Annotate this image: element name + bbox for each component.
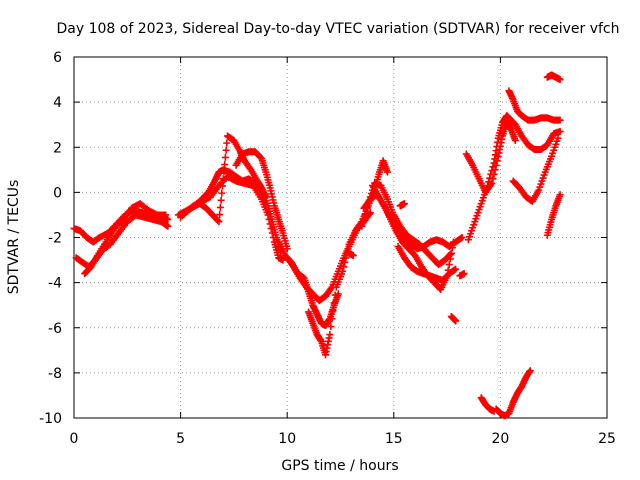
data-point-marker bbox=[328, 315, 336, 323]
data-point-marker bbox=[334, 290, 342, 298]
y-tick-label: 4 bbox=[53, 95, 62, 111]
data-series bbox=[345, 249, 357, 260]
data-point-marker bbox=[485, 178, 493, 186]
data-point-marker bbox=[489, 163, 497, 171]
y-tick-label: 2 bbox=[53, 140, 62, 156]
y-tick-label: -6 bbox=[48, 321, 62, 337]
data-point-marker bbox=[446, 255, 454, 263]
data-point-marker bbox=[218, 189, 226, 197]
data-series bbox=[81, 200, 170, 278]
data-point-marker bbox=[358, 222, 366, 230]
y-tick-label: -2 bbox=[48, 231, 62, 247]
data-point-marker bbox=[556, 76, 564, 84]
data-point-marker bbox=[327, 323, 335, 331]
data-point-marker bbox=[330, 299, 338, 307]
y-tick-label: -10 bbox=[39, 411, 62, 427]
chart-title: Day 108 of 2023, Sidereal Day-to-day VTE… bbox=[56, 21, 619, 37]
data-point-marker bbox=[331, 291, 339, 299]
data-point-marker bbox=[340, 263, 348, 271]
data-point-marker bbox=[215, 218, 223, 226]
data-point-marker bbox=[488, 167, 496, 175]
data-point-marker bbox=[221, 161, 229, 169]
data-point-marker bbox=[164, 222, 172, 230]
data-series bbox=[492, 367, 534, 420]
data-point-marker bbox=[222, 146, 230, 154]
data-point-marker bbox=[342, 254, 350, 262]
x-tick-label: 25 bbox=[598, 431, 616, 447]
data-point-marker bbox=[484, 182, 492, 190]
y-tick-label: -8 bbox=[48, 366, 62, 382]
data-point-marker bbox=[556, 127, 564, 135]
data-point-marker bbox=[217, 196, 225, 204]
data-series bbox=[462, 118, 519, 196]
data-point-marker bbox=[447, 249, 455, 257]
data-point-marker bbox=[327, 285, 335, 293]
data-point-marker bbox=[400, 200, 408, 208]
y-tick-label: -4 bbox=[48, 276, 62, 292]
data-point-marker bbox=[214, 217, 222, 225]
data-point-marker bbox=[349, 252, 357, 260]
data-series bbox=[543, 71, 564, 84]
data-series bbox=[368, 182, 466, 253]
data-point-marker bbox=[341, 258, 349, 266]
data-point-marker bbox=[164, 215, 172, 223]
data-point-marker bbox=[223, 139, 231, 147]
data-point-marker bbox=[339, 267, 347, 275]
data-point-marker bbox=[486, 174, 494, 182]
data-point-marker bbox=[219, 175, 227, 183]
data-point-marker bbox=[221, 153, 229, 161]
x-tick-label: 10 bbox=[278, 431, 296, 447]
data-series bbox=[456, 270, 468, 280]
data-point-marker bbox=[326, 331, 334, 339]
data-point-marker bbox=[360, 215, 368, 223]
data-point-marker bbox=[361, 211, 369, 219]
data-point-marker bbox=[219, 182, 227, 190]
data-point-marker bbox=[329, 307, 337, 315]
data-point-marker bbox=[262, 193, 270, 201]
data-point-marker bbox=[366, 209, 374, 217]
data-point-marker bbox=[383, 168, 391, 176]
data-point-marker bbox=[216, 211, 224, 219]
data-series bbox=[543, 191, 564, 239]
data-series bbox=[394, 243, 460, 284]
y-tick-label: 0 bbox=[53, 185, 62, 201]
data-points bbox=[70, 71, 564, 420]
data-point-marker bbox=[554, 134, 562, 142]
data-series bbox=[232, 148, 291, 253]
data-point-marker bbox=[526, 367, 534, 375]
data-point-marker bbox=[487, 170, 495, 178]
data-point-marker bbox=[162, 211, 170, 219]
data-point-marker bbox=[490, 407, 498, 415]
data-point-marker bbox=[445, 261, 453, 269]
x-axis-label: GPS time / hours bbox=[281, 458, 398, 474]
x-tick-label: 15 bbox=[385, 431, 403, 447]
data-series bbox=[509, 134, 562, 205]
data-series bbox=[358, 179, 455, 269]
data-point-marker bbox=[556, 191, 564, 199]
data-series bbox=[396, 200, 408, 210]
data-point-marker bbox=[458, 234, 466, 241]
data-point-marker bbox=[452, 317, 460, 325]
x-tick-label: 0 bbox=[70, 431, 79, 447]
data-point-marker bbox=[460, 270, 468, 278]
y-tick-label: 6 bbox=[53, 50, 62, 66]
data-series bbox=[464, 112, 564, 244]
data-series bbox=[447, 312, 460, 325]
data-point-marker bbox=[344, 245, 352, 253]
x-tick-label: 5 bbox=[176, 431, 185, 447]
data-point-marker bbox=[488, 179, 496, 187]
data-point-marker bbox=[452, 265, 460, 273]
data-point-marker bbox=[556, 116, 564, 124]
x-tick-label: 20 bbox=[491, 431, 509, 447]
data-point-marker bbox=[216, 203, 224, 211]
y-axis-label: SDTVAR / TECUs bbox=[6, 180, 22, 295]
data-point-marker bbox=[359, 218, 367, 226]
data-series bbox=[477, 394, 498, 415]
data-point-marker bbox=[511, 136, 519, 144]
data-series bbox=[505, 87, 564, 124]
data-point-marker bbox=[220, 168, 228, 176]
